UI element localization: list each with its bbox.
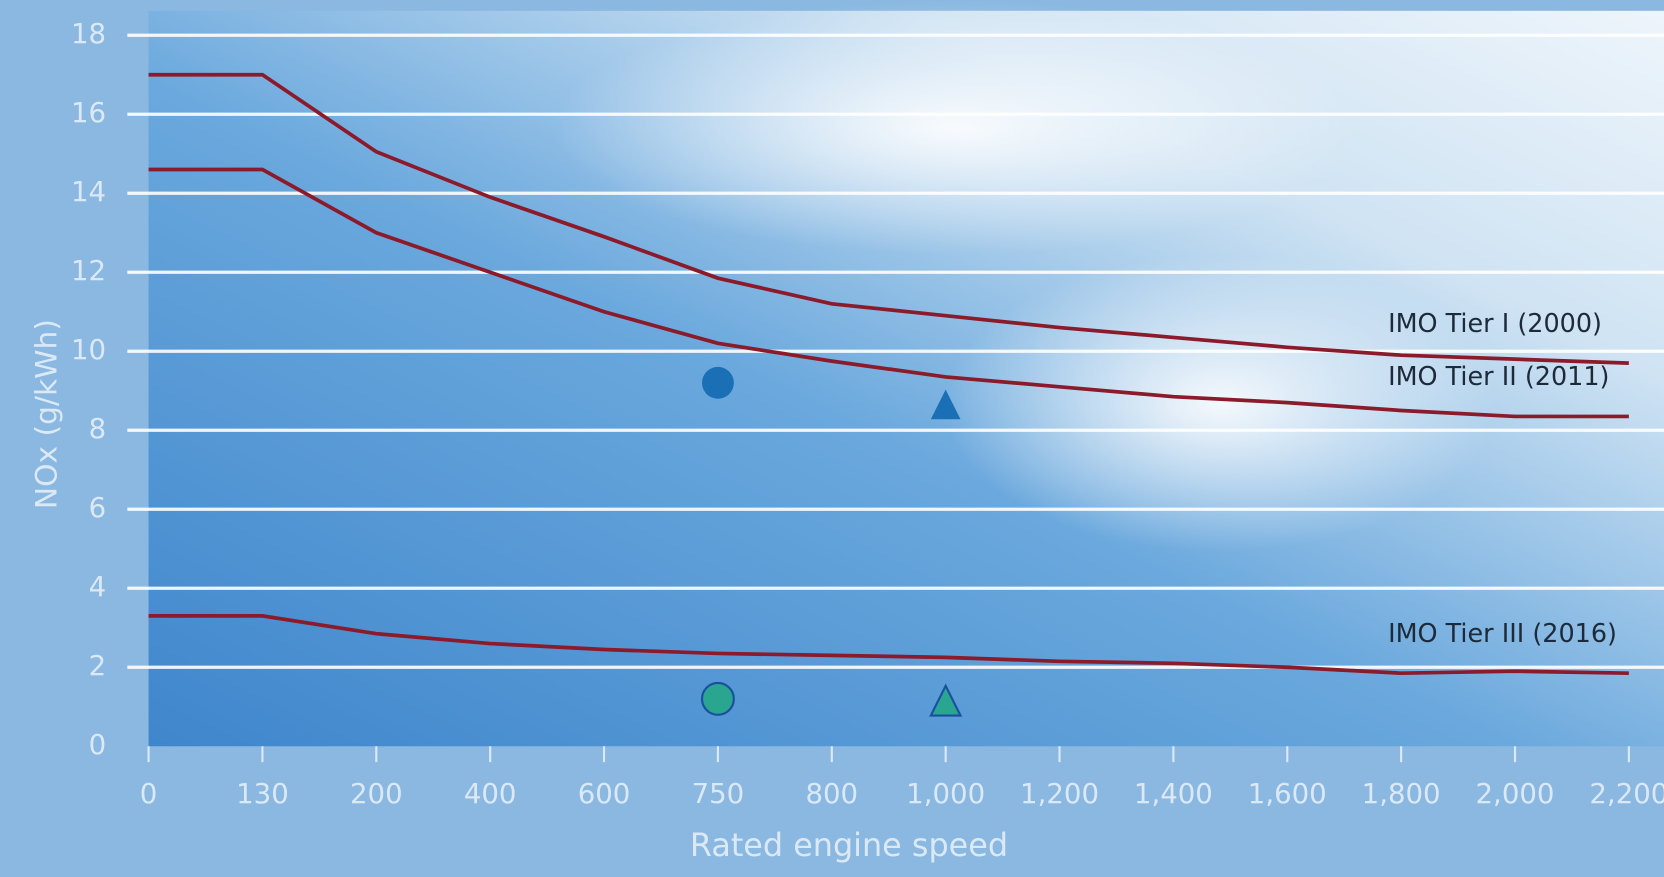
- y-tick-label: 18: [71, 17, 106, 50]
- y-axis-label: NOx (g/kWh): [29, 319, 64, 509]
- y-tick-label: 10: [71, 333, 106, 366]
- x-tick-label: 1,000: [906, 777, 985, 810]
- x-tick-label: 1,600: [1248, 777, 1327, 810]
- series-line: [148, 167, 1629, 419]
- x-tick-label: 750: [692, 777, 745, 810]
- marker: [929, 683, 963, 717]
- x-tick-label: 1,800: [1362, 777, 1441, 810]
- x-tick-label: 1,200: [1020, 777, 1099, 810]
- x-tick-label: 130: [236, 777, 289, 810]
- marker: [930, 389, 961, 420]
- x-tick-label: 200: [350, 777, 403, 810]
- x-tick-label: 800: [805, 777, 858, 810]
- y-tick-label: 16: [71, 96, 106, 129]
- y-tick-label: 2: [89, 649, 107, 682]
- x-axis-label: Rated engine speed: [690, 826, 1008, 864]
- x-tick-label: 600: [578, 777, 631, 810]
- series-label: IMO Tier III (2016): [1388, 619, 1617, 649]
- series-label: IMO Tier II (2011): [1388, 362, 1609, 392]
- marker: [702, 366, 734, 399]
- x-tick-label: 2,200: [1589, 777, 1664, 810]
- series-line: [148, 72, 1629, 365]
- y-tick-label: 6: [89, 491, 107, 524]
- y-tick-label: 14: [71, 175, 106, 208]
- series-line: [148, 614, 1629, 676]
- y-tick-label: 4: [89, 570, 107, 603]
- y-tick-label: 8: [89, 412, 107, 445]
- marker: [700, 681, 735, 716]
- x-tick-label: 1,400: [1134, 777, 1213, 810]
- y-tick-label: 0: [89, 728, 107, 761]
- x-tick-label: 400: [464, 777, 517, 810]
- x-tick-label: 2,000: [1476, 777, 1555, 810]
- x-tick-label: 0: [140, 777, 158, 810]
- wave-foam: [551, 0, 1359, 255]
- y-tick-label: 12: [71, 254, 106, 287]
- wave-foam: [944, 254, 1497, 553]
- series-label: IMO Tier I (2000): [1388, 309, 1602, 339]
